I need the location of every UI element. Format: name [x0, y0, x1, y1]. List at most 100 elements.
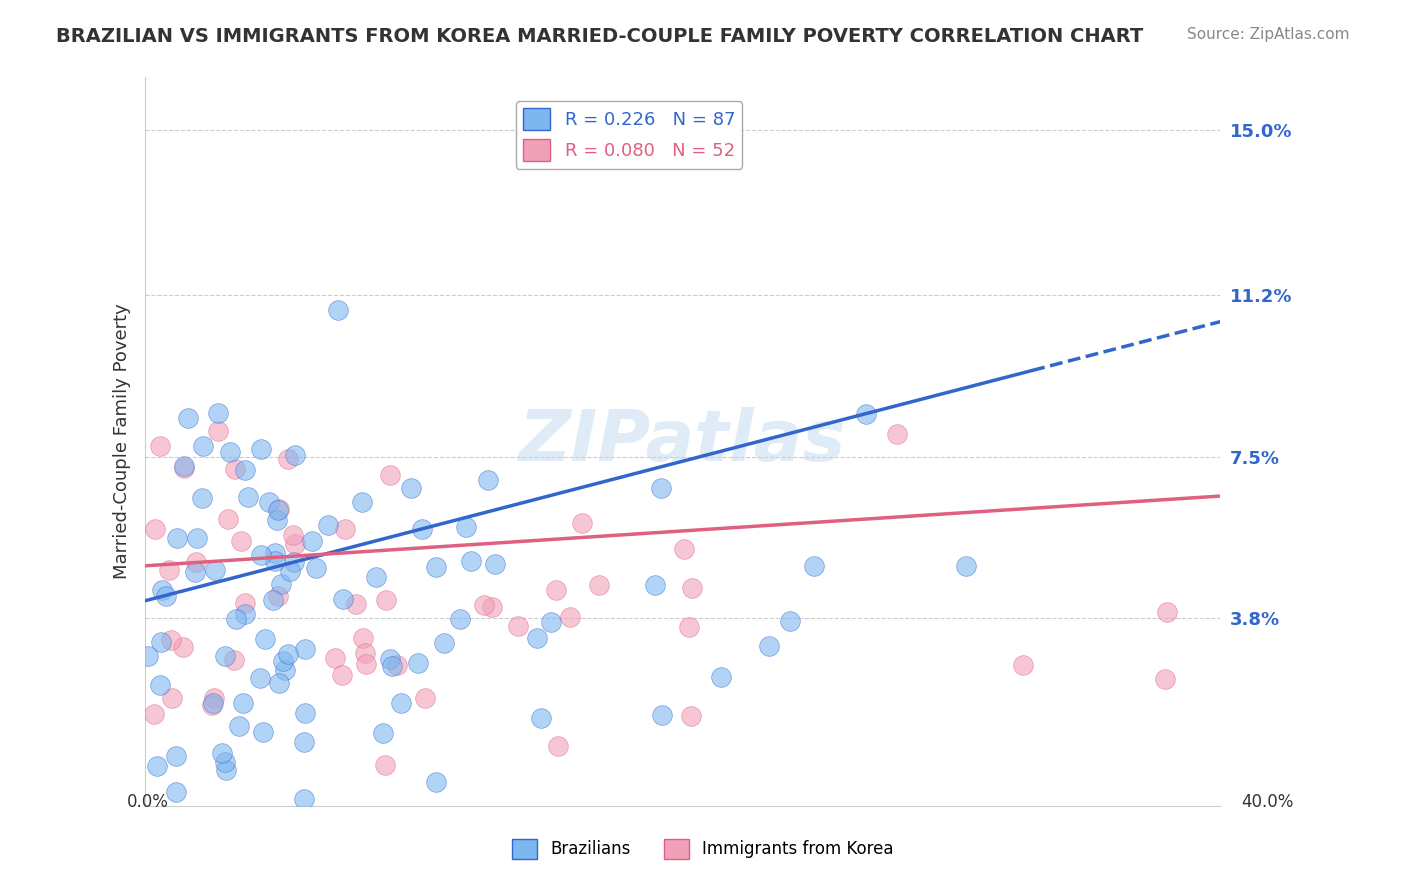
- Point: [149, 678, 172, 692]
- Point: [332, 591, 354, 606]
- Point: [136, 649, 159, 664]
- Point: [681, 709, 703, 723]
- Point: [217, 512, 239, 526]
- Point: [425, 560, 447, 574]
- Point: [173, 460, 195, 475]
- Point: [249, 442, 271, 457]
- Point: [238, 490, 260, 504]
- Point: [155, 589, 177, 603]
- Point: [374, 592, 396, 607]
- Legend: R = 0.226   N = 87, R = 0.080   N = 52: R = 0.226 N = 87, R = 0.080 N = 52: [516, 101, 742, 169]
- Point: [252, 724, 274, 739]
- Point: [328, 303, 350, 318]
- Point: [266, 513, 288, 527]
- Point: [232, 696, 254, 710]
- Point: [173, 458, 195, 473]
- Point: [150, 635, 173, 649]
- Point: [506, 619, 529, 633]
- Point: [228, 719, 250, 733]
- Point: [484, 557, 506, 571]
- Point: [399, 482, 422, 496]
- Point: [353, 646, 375, 660]
- Point: [159, 633, 181, 648]
- Point: [207, 424, 229, 438]
- Point: [449, 612, 471, 626]
- Point: [263, 546, 285, 560]
- Point: [644, 577, 666, 591]
- Point: [190, 491, 212, 505]
- Point: [143, 522, 166, 536]
- Point: [378, 652, 401, 666]
- Point: [218, 444, 240, 458]
- Point: [249, 549, 271, 563]
- Point: [294, 641, 316, 656]
- Point: [316, 518, 339, 533]
- Point: [224, 653, 246, 667]
- Point: [184, 555, 207, 569]
- Point: [651, 708, 673, 723]
- Point: [678, 619, 700, 633]
- Point: [1156, 605, 1178, 619]
- Point: [474, 864, 496, 879]
- Point: [207, 406, 229, 420]
- Point: [283, 528, 305, 542]
- Point: [547, 739, 569, 753]
- Point: [352, 631, 374, 645]
- Point: [364, 570, 387, 584]
- Point: [277, 452, 299, 467]
- Point: [433, 636, 456, 650]
- Point: [264, 554, 287, 568]
- Point: [150, 583, 173, 598]
- Point: [214, 648, 236, 663]
- Point: [544, 583, 567, 598]
- Point: [294, 706, 316, 720]
- Point: [266, 589, 288, 603]
- Point: [308, 844, 330, 858]
- Point: [855, 407, 877, 421]
- Point: [253, 632, 276, 646]
- Point: [165, 748, 187, 763]
- Point: [277, 647, 299, 661]
- Point: [526, 632, 548, 646]
- Point: [139, 864, 162, 879]
- Point: [148, 439, 170, 453]
- Y-axis label: Married-Couple Family Poverty: Married-Couple Family Poverty: [114, 303, 131, 580]
- Point: [201, 696, 224, 710]
- Point: [271, 654, 294, 668]
- Point: [235, 607, 257, 622]
- Point: [262, 593, 284, 607]
- Point: [333, 522, 356, 536]
- Point: [350, 495, 373, 509]
- Point: [270, 576, 292, 591]
- Point: [1012, 657, 1035, 672]
- Point: [157, 563, 180, 577]
- Point: [284, 448, 307, 462]
- Point: [259, 494, 281, 508]
- Point: [378, 468, 401, 483]
- Point: [204, 563, 226, 577]
- Point: [408, 656, 430, 670]
- Point: [332, 668, 354, 682]
- Point: [454, 520, 477, 534]
- Point: [183, 566, 205, 580]
- Point: [186, 531, 208, 545]
- Point: [779, 614, 801, 628]
- Point: [172, 640, 194, 654]
- Point: [231, 534, 253, 549]
- Point: [160, 690, 183, 705]
- Point: [267, 675, 290, 690]
- Point: [280, 564, 302, 578]
- Point: [274, 663, 297, 677]
- Point: [344, 597, 367, 611]
- Point: [571, 516, 593, 530]
- Point: [283, 555, 305, 569]
- Point: [225, 612, 247, 626]
- Point: [177, 410, 200, 425]
- Point: [1153, 672, 1175, 686]
- Point: [588, 577, 610, 591]
- Text: 0.0%: 0.0%: [127, 793, 169, 811]
- Point: [202, 690, 225, 705]
- Point: [460, 554, 482, 568]
- Point: [530, 710, 553, 724]
- Point: [224, 461, 246, 475]
